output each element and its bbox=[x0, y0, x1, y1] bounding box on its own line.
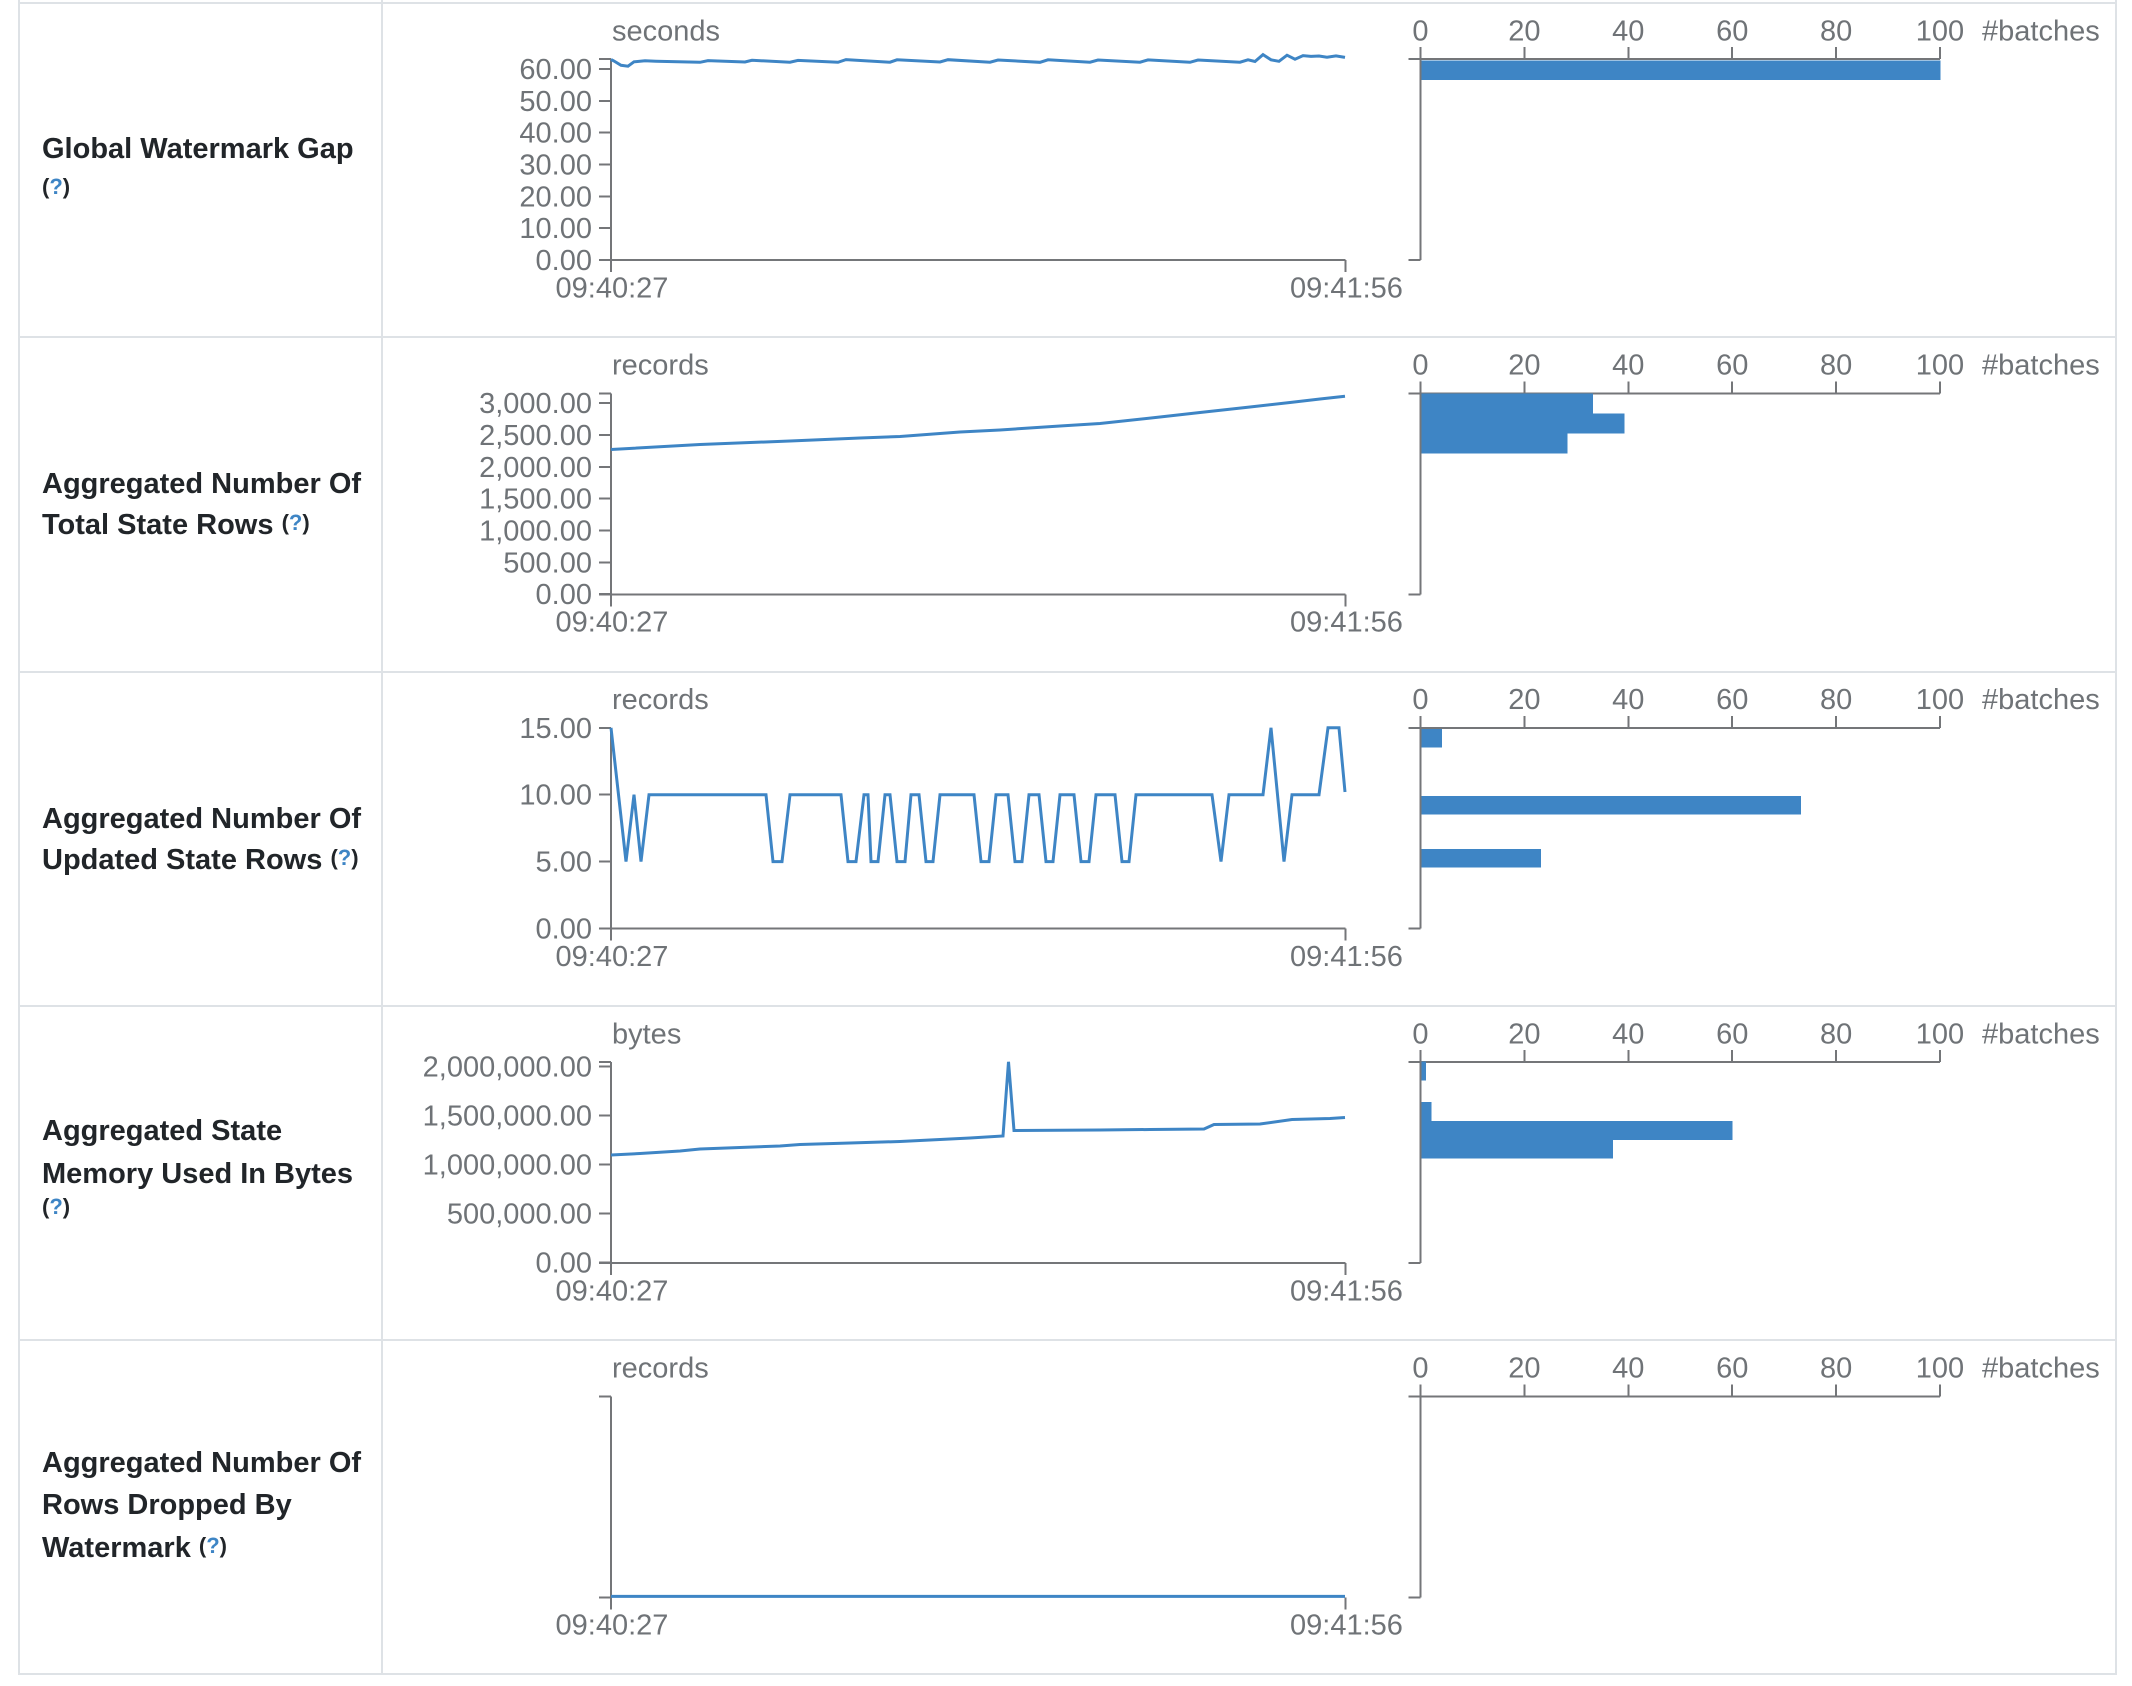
svg-text:60: 60 bbox=[1716, 15, 1748, 47]
svg-text:30.00: 30.00 bbox=[519, 150, 592, 182]
svg-text:100: 100 bbox=[1916, 1018, 1964, 1050]
svg-text:60: 60 bbox=[1716, 1353, 1748, 1385]
svg-text:#batches: #batches bbox=[1982, 1353, 2100, 1385]
svg-text:0.00: 0.00 bbox=[536, 579, 592, 611]
svg-text:1,500.00: 1,500.00 bbox=[479, 484, 592, 516]
svg-text:20: 20 bbox=[1508, 15, 1540, 47]
svg-text:40: 40 bbox=[1612, 15, 1644, 47]
svg-text:80: 80 bbox=[1820, 1353, 1852, 1385]
svg-text:100: 100 bbox=[1916, 15, 1964, 47]
svg-text:40: 40 bbox=[1612, 1018, 1644, 1050]
svg-text:80: 80 bbox=[1820, 1018, 1852, 1050]
svg-text:#batches: #batches bbox=[1982, 684, 2100, 716]
svg-text:100: 100 bbox=[1916, 350, 1964, 382]
svg-text:records: records bbox=[612, 350, 709, 382]
svg-text:20: 20 bbox=[1508, 350, 1540, 382]
svg-text:60.00: 60.00 bbox=[519, 54, 592, 86]
svg-text:1,000,000.00: 1,000,000.00 bbox=[423, 1150, 592, 1182]
svg-text:20: 20 bbox=[1508, 1353, 1540, 1385]
svg-text:60: 60 bbox=[1716, 1018, 1748, 1050]
svg-text:09:40:27: 09:40:27 bbox=[556, 607, 669, 639]
svg-text:1,500,000.00: 1,500,000.00 bbox=[423, 1101, 592, 1133]
svg-text:09:41:56: 09:41:56 bbox=[1290, 607, 1403, 639]
svg-text:2,500.00: 2,500.00 bbox=[479, 420, 592, 452]
svg-text:records: records bbox=[612, 684, 709, 716]
svg-text:bytes: bytes bbox=[612, 1018, 681, 1050]
svg-text:2,000,000.00: 2,000,000.00 bbox=[423, 1052, 592, 1084]
svg-text:09:40:27: 09:40:27 bbox=[556, 272, 669, 304]
svg-text:20.00: 20.00 bbox=[519, 181, 592, 213]
svg-text:60: 60 bbox=[1716, 350, 1748, 382]
svg-text:100: 100 bbox=[1916, 1353, 1964, 1385]
svg-text:seconds: seconds bbox=[612, 15, 720, 47]
svg-text:80: 80 bbox=[1820, 15, 1852, 47]
svg-text:0.00: 0.00 bbox=[536, 1248, 592, 1280]
svg-text:500,000.00: 500,000.00 bbox=[447, 1199, 592, 1231]
svg-text:80: 80 bbox=[1820, 684, 1852, 716]
svg-text:20: 20 bbox=[1508, 1018, 1540, 1050]
svg-text:#batches: #batches bbox=[1982, 15, 2100, 47]
svg-text:2,000.00: 2,000.00 bbox=[479, 452, 592, 484]
svg-text:100: 100 bbox=[1916, 684, 1964, 716]
svg-text:09:40:27: 09:40:27 bbox=[556, 941, 669, 973]
svg-text:60: 60 bbox=[1716, 684, 1748, 716]
svg-text:3,000.00: 3,000.00 bbox=[479, 388, 592, 420]
svg-text:0: 0 bbox=[1412, 1018, 1428, 1050]
svg-text:0: 0 bbox=[1412, 350, 1428, 382]
svg-text:0: 0 bbox=[1412, 15, 1428, 47]
svg-text:40: 40 bbox=[1612, 1353, 1644, 1385]
svg-text:09:41:56: 09:41:56 bbox=[1290, 941, 1403, 973]
svg-text:40: 40 bbox=[1612, 684, 1644, 716]
svg-text:40: 40 bbox=[1612, 350, 1644, 382]
svg-text:20: 20 bbox=[1508, 684, 1540, 716]
svg-text:10.00: 10.00 bbox=[519, 213, 592, 245]
svg-text:0.00: 0.00 bbox=[536, 914, 592, 946]
svg-text:09:41:56: 09:41:56 bbox=[1290, 1275, 1403, 1307]
svg-text:50.00: 50.00 bbox=[519, 86, 592, 118]
svg-text:#batches: #batches bbox=[1982, 1018, 2100, 1050]
svg-text:0: 0 bbox=[1412, 684, 1428, 716]
svg-text:1,000.00: 1,000.00 bbox=[479, 516, 592, 548]
svg-text:09:40:27: 09:40:27 bbox=[556, 1275, 669, 1307]
svg-text:500.00: 500.00 bbox=[503, 547, 592, 579]
svg-text:80: 80 bbox=[1820, 350, 1852, 382]
svg-text:15.00: 15.00 bbox=[519, 713, 592, 745]
svg-text:09:41:56: 09:41:56 bbox=[1290, 1610, 1403, 1642]
svg-text:10.00: 10.00 bbox=[519, 780, 592, 812]
svg-text:5.00: 5.00 bbox=[536, 847, 592, 879]
svg-text:0.00: 0.00 bbox=[536, 245, 592, 277]
svg-text:0: 0 bbox=[1412, 1353, 1428, 1385]
svg-text:09:40:27: 09:40:27 bbox=[556, 1610, 669, 1642]
svg-text:#batches: #batches bbox=[1982, 350, 2100, 382]
svg-text:09:41:56: 09:41:56 bbox=[1290, 272, 1403, 304]
svg-text:40.00: 40.00 bbox=[519, 118, 592, 150]
svg-text:records: records bbox=[612, 1353, 709, 1385]
